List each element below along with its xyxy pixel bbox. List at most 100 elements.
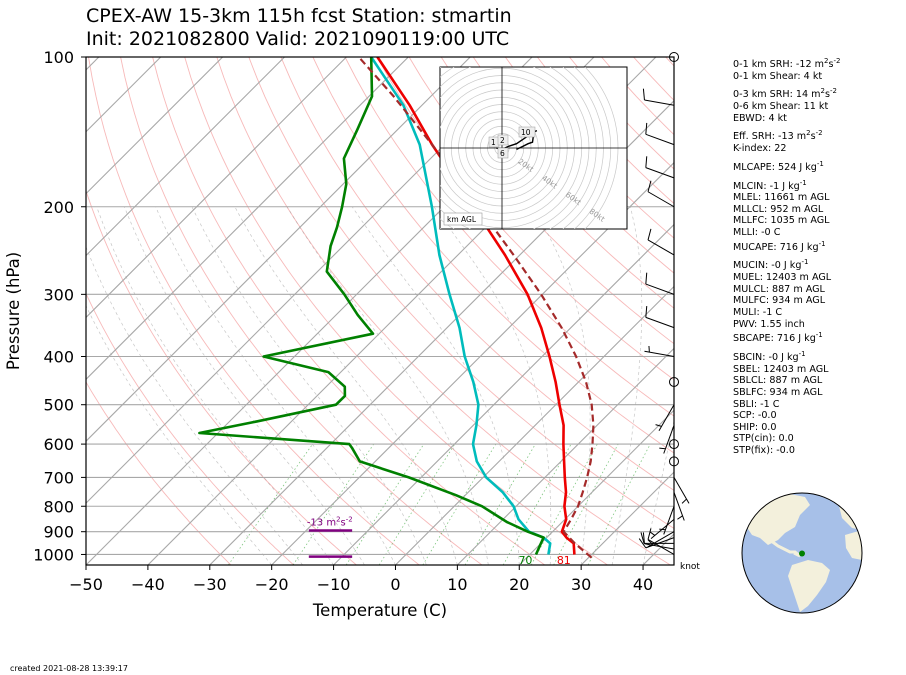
y-tick-label: 800 — [43, 497, 74, 516]
mixing-ratio-line — [502, 443, 572, 565]
hodograph-height-box — [518, 126, 536, 138]
barb-full — [640, 532, 645, 544]
profile-line-2 — [198, 57, 545, 556]
mixing-ratio-line — [228, 443, 313, 565]
land-central-america — [769, 538, 801, 558]
stat-line: PWV: 1.55 inch — [733, 318, 805, 330]
barb-full — [645, 122, 648, 135]
wind-barb — [642, 88, 675, 106]
stat-line: SBCAPE: 716 J kg-1 — [733, 331, 823, 345]
x-tick-label: −20 — [255, 575, 289, 594]
stat-line: SBEL: 12403 m AGL — [733, 363, 829, 375]
moist-adiabat — [531, 206, 591, 565]
barb-shaft — [645, 167, 675, 179]
mixing-ratio-line — [345, 443, 425, 565]
isotherm — [86, 57, 285, 257]
wind-unit-label: knot — [680, 562, 700, 572]
moist-adiabat — [191, 206, 427, 565]
stat-line: MLEL: 11661 m AGL — [733, 192, 830, 204]
dry-adiabat — [472, 57, 674, 274]
moist-adiabat — [351, 206, 520, 565]
barb-shaft — [645, 537, 675, 549]
dry-adiabat — [184, 57, 608, 565]
mixing-ratio-line — [553, 443, 619, 565]
dry-adiabat — [440, 57, 674, 309]
moist-adiabat — [234, 206, 458, 565]
plot-frame — [85, 56, 675, 566]
stat-line: SCP: -0.0 — [733, 410, 777, 422]
stat-line: STP(cin): 0.0 — [733, 433, 794, 445]
effective-layer-label: -13 m2s-2 — [307, 515, 353, 528]
wind-barb — [642, 532, 675, 550]
stat-line: SHIP: 0.0 — [733, 421, 777, 433]
wind-barb — [647, 528, 675, 555]
barb-shaft — [647, 239, 675, 256]
mixing-ratio-line — [464, 443, 536, 565]
stat-line: MULI: -1 C — [733, 307, 783, 318]
y-tick-label: 900 — [43, 523, 74, 542]
barb-half — [649, 531, 656, 536]
wind-barb — [647, 180, 675, 208]
mixing-ratio-line — [530, 443, 598, 565]
mixing-ratio-line — [378, 443, 456, 565]
dry-adiabat — [408, 57, 674, 345]
barb-half — [655, 424, 662, 427]
hodograph-height-box — [497, 147, 509, 159]
wind-barb — [659, 425, 675, 454]
wind-barb — [645, 272, 675, 295]
surface-value-label: 81 — [557, 554, 571, 567]
dry-adiabat — [280, 57, 674, 491]
isotherm — [395, 285, 674, 565]
calm-wind-circle — [669, 439, 679, 450]
hodograph-height-label: 1 — [491, 138, 496, 147]
isotherm — [456, 347, 674, 565]
barb-full — [642, 532, 645, 544]
wind-barb — [645, 122, 675, 146]
surface-value-label: 70 — [518, 554, 532, 567]
barb-half — [659, 447, 666, 450]
isotherm — [580, 471, 674, 565]
y-tick-label: 500 — [43, 396, 74, 415]
barb-half — [677, 515, 683, 520]
wind-barb — [644, 345, 675, 357]
y-tick-label: 700 — [43, 468, 74, 487]
land-south-america — [788, 560, 830, 612]
calm-wind-circle — [669, 376, 679, 387]
stats-panel: 0-1 km SRH: -12 m2s-2 0-1 km Shear: 4 kt 0… — [733, 56, 840, 457]
moist-adiabat — [124, 206, 365, 565]
isotherm — [209, 100, 674, 565]
wind-barb — [638, 537, 675, 549]
moist-adiabat — [86, 304, 272, 565]
wind-barb — [647, 228, 675, 256]
wind-barb — [673, 492, 685, 521]
moist-adiabat — [286, 206, 489, 565]
stat-line: Eff. SRH: -13 m2s-2 — [733, 129, 823, 143]
globe-outline — [741, 492, 863, 614]
profile-line-1 — [370, 57, 552, 555]
barb-full — [647, 228, 652, 241]
y-tick-label: 400 — [43, 348, 74, 367]
hodograph-height-label: 10 — [521, 128, 531, 137]
y-tick-label: 1000 — [33, 545, 74, 564]
x-axis-label: Temperature (C) — [312, 601, 447, 620]
dry-adiabat — [248, 57, 674, 530]
x-tick-label: 20 — [509, 575, 529, 594]
stat-line: MULFC: 934 m AGL — [733, 295, 826, 307]
x-tick-label: 10 — [447, 575, 467, 594]
footer-created: created 2021-08-28 13:39:17 — [10, 664, 128, 673]
barb-full — [638, 538, 647, 549]
stat-line: 0-1 km Shear: 4 kt — [733, 70, 823, 82]
dry-adiabat — [86, 189, 357, 565]
wind-barb — [655, 404, 675, 431]
x-tick-label: 30 — [571, 575, 591, 594]
dry-adiabat — [152, 57, 545, 565]
moist-adiabat — [611, 206, 643, 565]
wind-barb — [645, 156, 675, 179]
dry-adiabat — [88, 57, 420, 565]
chart-title-line2: Init: 2021082800 Valid: 2021090119:00 UT… — [86, 28, 510, 50]
wind-barb — [659, 506, 675, 535]
hodograph-height-label: 6 — [500, 149, 505, 158]
x-tick-label: −40 — [131, 575, 165, 594]
isotherm — [518, 409, 674, 565]
barb-full — [645, 156, 648, 168]
